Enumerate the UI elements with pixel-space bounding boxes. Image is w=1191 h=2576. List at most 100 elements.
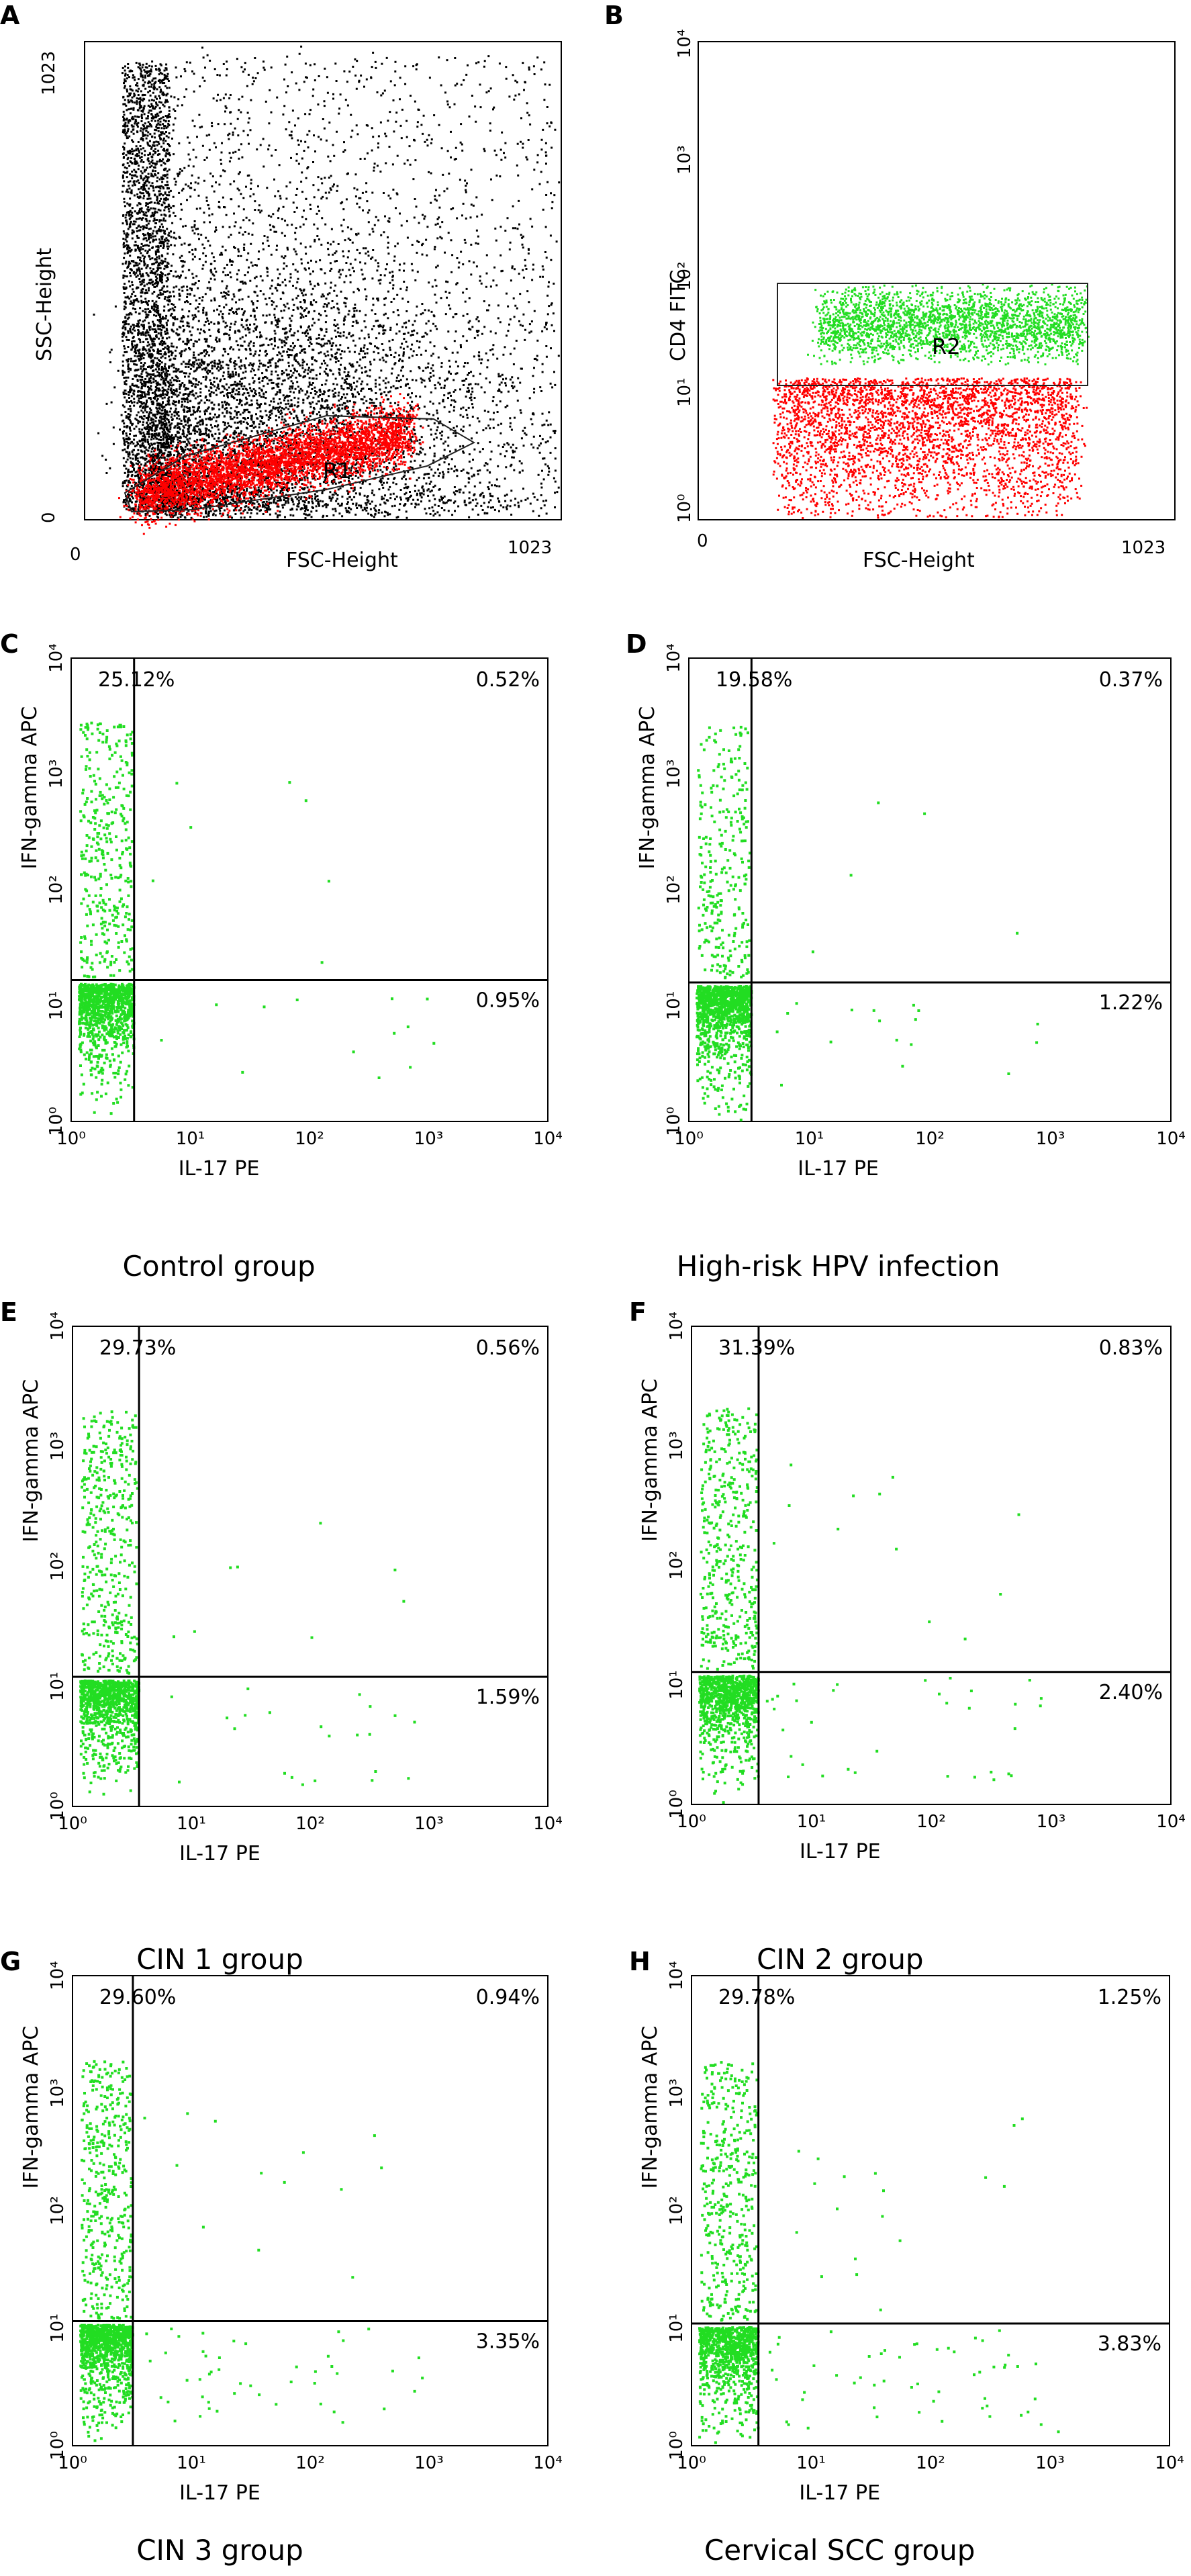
x-tick-label: 10¹: [796, 2453, 826, 2473]
panel-letter: C: [0, 629, 19, 659]
events-points: [93, 45, 561, 519]
panel-letter: G: [0, 1947, 21, 1976]
y-tick-label: 10⁰: [675, 494, 695, 523]
x-tick-label: 1023: [508, 538, 552, 558]
y-tick-label: 10¹: [48, 1671, 68, 1701]
plot-frame: [72, 1975, 549, 2446]
plot-frame: [691, 1975, 1170, 2446]
events: [93, 45, 561, 519]
panel-letter: B: [604, 1, 624, 30]
y-tick-label: 10²: [675, 261, 695, 291]
y-tick-label: 10⁰: [48, 1792, 68, 1821]
y-tick-label: 10⁰: [667, 1790, 687, 1819]
y-tick-label: 10⁴: [48, 1312, 68, 1341]
cd4-positive-events: [807, 283, 1090, 366]
y-tick-label: 10²: [48, 1552, 68, 1581]
x-tick-label: 10⁰: [58, 2453, 87, 2473]
x-tick-label: 10¹: [176, 1129, 205, 1149]
x-tick-label: 10³: [414, 1129, 444, 1149]
gate-r1: [124, 414, 476, 513]
x-axis-title: IL-17 PE: [179, 1842, 260, 1866]
y-tick-label: 10³: [667, 2078, 687, 2108]
quadrant-upper-left-percent: 29.73%: [99, 1336, 176, 1360]
panel-letter: F: [629, 1297, 647, 1327]
cd4-negative-events-points: [772, 377, 1088, 519]
quadrant-upper-right-percent: 0.56%: [476, 1336, 540, 1360]
x-tick-label: 10³: [414, 2453, 444, 2473]
quadrant-lower-right-percent: 2.40%: [1099, 1681, 1163, 1704]
x-tick-label: 10⁴: [533, 1814, 563, 1834]
y-axis-title: IFN-gamma APC: [19, 2026, 43, 2189]
plot-frame: [688, 657, 1172, 1122]
y-axis-title: IFN-gamma APC: [18, 706, 42, 870]
y-tick-label: 0: [39, 512, 59, 523]
y-tick-label: 10⁰: [48, 2431, 68, 2460]
x-tick-label: 0: [697, 531, 708, 551]
cd4-positive-events-points: [807, 283, 1090, 366]
quadrant-lower-right-percent: 0.95%: [476, 989, 540, 1013]
x-axis-title: IL-17 PE: [800, 1840, 881, 1864]
y-tick-label: 10²: [667, 2196, 687, 2225]
panel-letter: D: [626, 629, 647, 659]
x-axis-title: FSC-Height: [863, 549, 975, 572]
x-tick-label: 10⁰: [677, 2453, 706, 2473]
panel-a: A R1 FSC-Height SSC-Height 0 1023 0 1023: [0, 1, 562, 572]
quadrant-upper-right-percent: 0.52%: [476, 668, 540, 692]
y-tick-label: 10³: [48, 2078, 68, 2108]
gate-r1-label: R1: [323, 458, 352, 484]
y-tick-label: 10⁴: [667, 1961, 687, 1990]
x-tick-label: 10⁰: [674, 1129, 704, 1149]
y-tick-label: 10⁴: [664, 643, 684, 673]
x-tick-label: 10²: [916, 1812, 946, 1832]
quadrant-upper-right-percent: 0.83%: [1099, 1336, 1163, 1360]
x-tick-label: 10⁴: [1156, 1129, 1186, 1149]
y-tick-label: 10³: [48, 1432, 68, 1461]
panel-letter: A: [0, 1, 20, 30]
x-tick-label: 10²: [295, 1814, 325, 1834]
x-axis-title: IL-17 PE: [799, 2481, 880, 2505]
x-axis-title: FSC-Height: [286, 549, 398, 572]
y-tick-label: 10³: [664, 760, 684, 789]
y-tick-label: 10²: [664, 875, 684, 905]
y-axis-title: IFN-gamma APC: [638, 2026, 662, 2189]
y-axis-title: IFN-gamma APC: [638, 1379, 662, 1542]
y-tick-label: 10⁰: [46, 1107, 66, 1136]
x-tick-label: 10²: [915, 1129, 945, 1149]
gate-r2: [777, 283, 1088, 386]
y-tick-label: 10³: [46, 760, 66, 789]
y-tick-label: 10²: [48, 2196, 68, 2225]
x-tick-label: 10¹: [177, 1814, 206, 1834]
y-tick-label: 1023: [39, 51, 59, 95]
y-tick-label: 10⁰: [667, 2431, 687, 2460]
plot-frame: [691, 1326, 1172, 1805]
x-tick-label: 10⁴: [1156, 1812, 1186, 1832]
y-axis-title: IFN-gamma APC: [636, 706, 659, 870]
quadrant-upper-right-percent: 1.25%: [1098, 1986, 1161, 2009]
panel-letter: E: [0, 1297, 17, 1327]
y-tick-label: 10³: [675, 145, 695, 175]
quadrant-upper-left-percent: 25.12%: [98, 668, 175, 692]
x-tick-label: 10²: [916, 2453, 945, 2473]
x-tick-label: 10²: [295, 1129, 324, 1149]
x-tick-label: 10³: [1036, 1129, 1065, 1149]
panel-caption: Cervical SCC group: [704, 2534, 975, 2567]
plot-frame: [70, 657, 549, 1122]
x-tick-label: 10³: [414, 1814, 444, 1834]
y-tick-label: 10⁰: [664, 1107, 684, 1136]
y-axis-title: SSC-Height: [33, 248, 56, 361]
y-tick-label: 10⁴: [675, 29, 695, 58]
x-tick-label: 10⁰: [58, 1814, 87, 1834]
quadrant-lower-right-percent: 3.35%: [476, 2330, 540, 2354]
x-axis-title: IL-17 PE: [179, 1157, 260, 1181]
panel-caption: High-risk HPV infection: [677, 1250, 1000, 1283]
quadrant-lower-right-percent: 1.22%: [1099, 991, 1163, 1015]
y-tick-label: 10¹: [667, 1670, 687, 1700]
x-tick-label: 10⁴: [533, 1129, 563, 1149]
y-tick-label: 10¹: [675, 377, 695, 407]
panel-b: B R2 FSC-Height CD4 FITC 0 1023 10⁰ 10¹ 10² 10³ 10…: [604, 1, 1176, 572]
quadrant-upper-left-percent: 29.78%: [718, 1986, 795, 2009]
